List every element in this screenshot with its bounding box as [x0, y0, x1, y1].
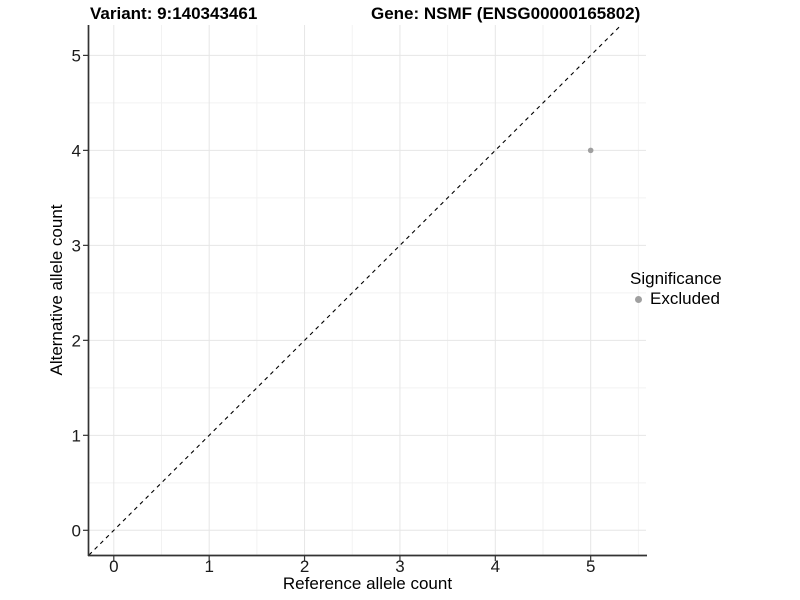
data-point	[587, 147, 594, 154]
legend-point-icon	[635, 295, 642, 303]
y-tick-label: 0	[72, 521, 81, 540]
identity-line	[88, 24, 622, 556]
plot-title-gene: Gene: NSMF (ENSG00000165802)	[371, 4, 641, 23]
plot-title-variant: Variant: 9:140343461	[90, 4, 258, 23]
y-axis-title: Alternative allele count	[47, 204, 66, 376]
y-tick-label: 1	[72, 426, 81, 445]
x-tick-label: 5	[586, 557, 595, 576]
legend-title: Significance	[630, 269, 722, 288]
legend-entry-label: Excluded	[650, 289, 720, 308]
y-tick-label: 3	[72, 236, 81, 255]
x-axis-title: Reference allele count	[282, 574, 453, 593]
y-tick-label: 4	[72, 141, 81, 160]
y-tick-label: 2	[72, 331, 81, 350]
x-tick-label: 1	[204, 557, 213, 576]
y-tick-label: 5	[72, 46, 81, 65]
x-tick-label: 3	[395, 557, 404, 576]
legend-entry-excluded: Excluded	[629, 289, 722, 309]
x-tick-label: 4	[491, 557, 500, 576]
legend: Significance Excluded	[629, 269, 722, 309]
x-tick-label: 2	[300, 557, 309, 576]
x-tick-label: 0	[109, 557, 118, 576]
